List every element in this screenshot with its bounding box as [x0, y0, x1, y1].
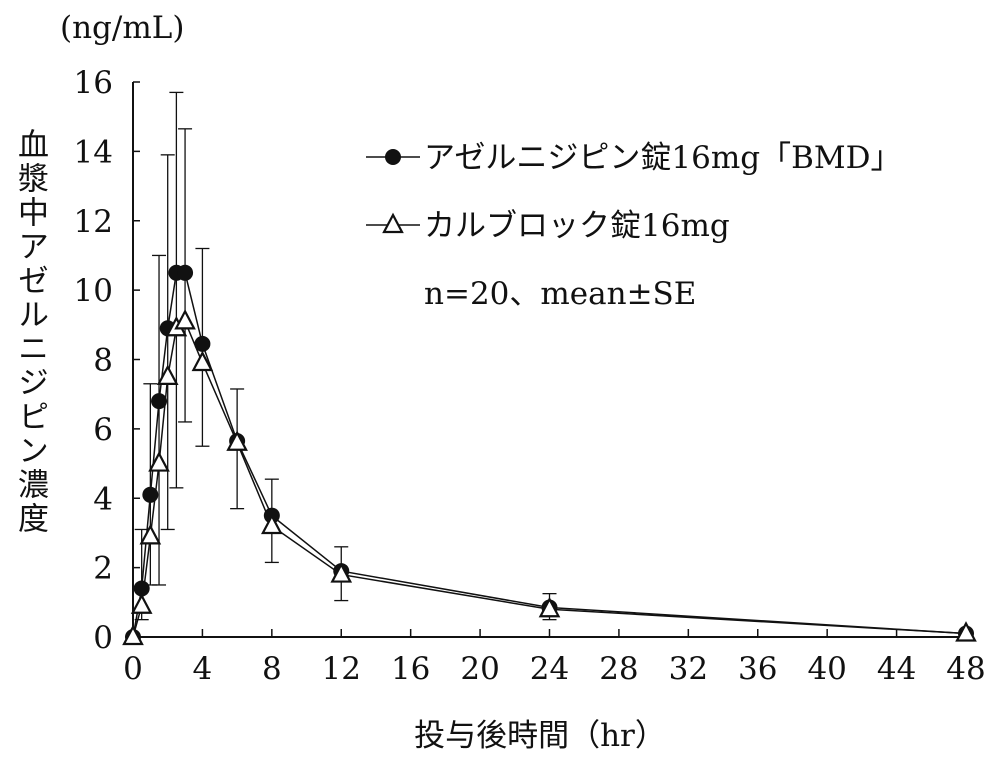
x-tick-label: 12 — [322, 651, 361, 687]
x-axis-label: 投与後時間（hr） — [414, 718, 666, 754]
y-tick-label: 0 — [93, 620, 113, 656]
x-tick-label: 40 — [807, 651, 846, 687]
data-point — [122, 624, 144, 646]
annotation: n=20、mean±SE — [424, 276, 696, 312]
y-tick-label: 2 — [93, 551, 113, 587]
data-point — [194, 335, 211, 352]
y-tick-label: 6 — [93, 412, 113, 448]
y-axis-label: 血漿中アゼルニジピン濃度 — [12, 128, 48, 536]
data-point — [139, 524, 162, 545]
series-line — [132, 272, 967, 638]
data-point — [226, 430, 248, 451]
data-point — [148, 451, 170, 472]
data-point — [955, 621, 977, 642]
x-tick-label: 4 — [193, 651, 213, 687]
x-tick-label: 8 — [262, 651, 282, 687]
y-tick-label: 16 — [74, 65, 113, 101]
data-point — [177, 264, 194, 281]
x-tick-label: 32 — [669, 651, 708, 687]
x-tick-label: 0 — [123, 651, 143, 687]
y-tick-label: 14 — [74, 134, 113, 170]
data-point — [191, 350, 214, 372]
series-line — [132, 320, 967, 638]
y-tick-label: 12 — [74, 204, 113, 240]
y-tick-label: 10 — [74, 273, 113, 309]
data-point — [130, 593, 153, 614]
x-tick-label: 44 — [877, 651, 916, 687]
x-tick-label: 48 — [946, 651, 985, 687]
legend-label: カルブロック錠16mg — [424, 208, 730, 244]
legend-label: アゼルニジピン錠16mg「BMD」 — [424, 140, 901, 176]
data-point — [538, 596, 561, 618]
x-tick-label: 36 — [738, 651, 777, 687]
y-tick-label: 8 — [93, 343, 113, 379]
legend-marker — [385, 149, 401, 165]
y-tick-label: 4 — [93, 481, 113, 517]
x-tick-label: 20 — [460, 651, 499, 687]
x-tick-label: 28 — [599, 651, 638, 687]
x-tick-label: 24 — [530, 651, 569, 687]
data-point — [330, 562, 353, 583]
data-point — [261, 513, 283, 535]
y-unit-label: (ng/mL) — [60, 10, 184, 46]
data-point — [151, 393, 168, 410]
data-point — [142, 486, 159, 503]
data-point — [174, 308, 196, 330]
data-point — [133, 580, 150, 597]
data-point — [156, 364, 179, 385]
legend-marker — [382, 212, 404, 234]
x-tick-label: 16 — [391, 651, 430, 687]
